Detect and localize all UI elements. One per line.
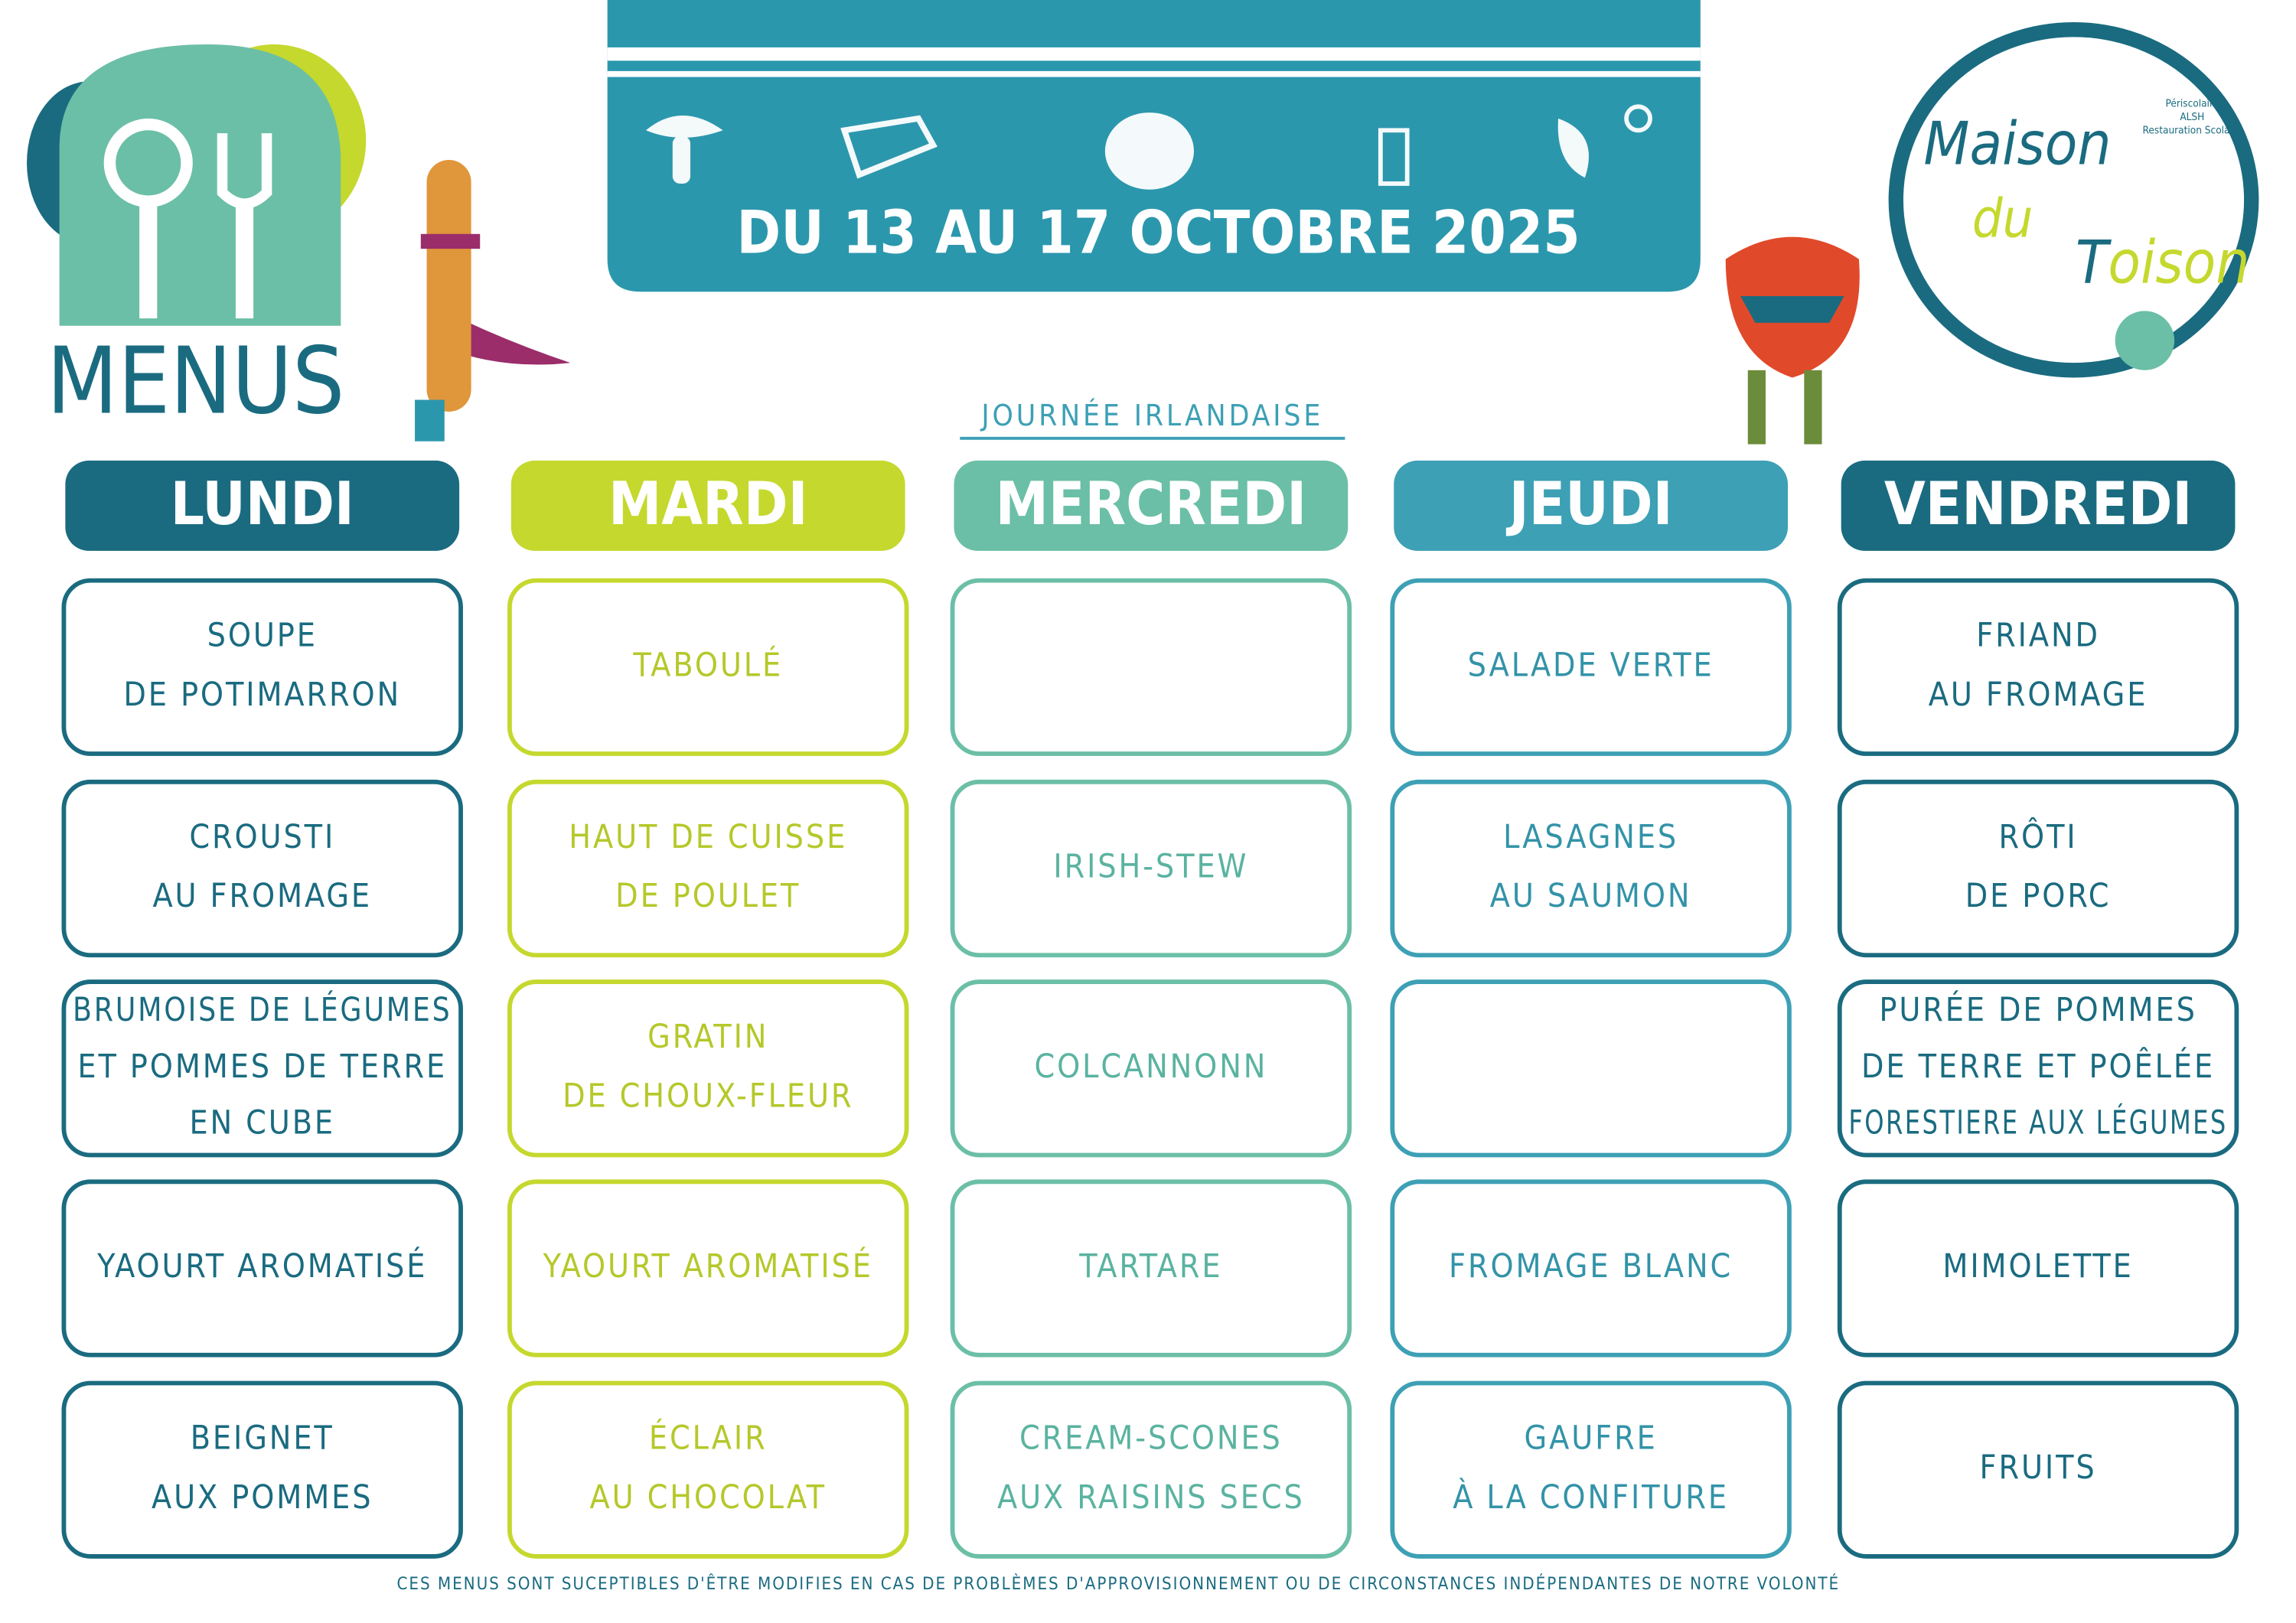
menu-cell	[1390, 779, 1792, 958]
logo-word: du	[1972, 187, 2033, 249]
menus-title: MENUS	[47, 329, 345, 435]
logo-subtitle: ALSH	[2180, 111, 2204, 123]
menu-item: DE CHOUX-FLEUR	[563, 1077, 853, 1115]
menu-cell	[950, 779, 1352, 958]
day-name: JEUDI	[1506, 470, 1673, 539]
menus-logo: MENUS	[27, 44, 367, 435]
menu-cell	[61, 1179, 463, 1357]
menu-cell	[61, 1380, 463, 1559]
menu-item: MIMOLETTE	[1942, 1247, 2133, 1286]
menu-cell	[1837, 1179, 2239, 1357]
baguette-character	[415, 160, 571, 442]
menu-item: DE POTIMARRON	[123, 676, 401, 714]
menu-cell	[507, 1380, 909, 1559]
menu-cell	[507, 1179, 909, 1357]
menu-item: FRUITS	[1980, 1449, 2097, 1487]
menu-item: IRISH-STEW	[1053, 848, 1248, 886]
menu-cell	[950, 1380, 1352, 1559]
menu-item: AU CHOCOLAT	[590, 1478, 827, 1517]
menu-cell	[1837, 979, 2239, 1158]
menu-cell	[950, 578, 1352, 756]
menu-cell	[61, 979, 463, 1158]
menu-item: SOUPE	[207, 617, 318, 655]
menu-item: PURÉE DE POMMES	[1879, 990, 2197, 1029]
logo-word: Maison	[1923, 110, 2111, 179]
menu-item: CROUSTI	[189, 818, 335, 856]
menu-item: YAOURT AROMATISÉ	[96, 1247, 427, 1286]
day-name: VENDREDI	[1884, 470, 2192, 539]
menu-cell	[1390, 578, 1792, 756]
day-header	[1841, 460, 2236, 551]
menu-item: BEIGNET	[191, 1419, 334, 1458]
day-header	[1394, 460, 1789, 551]
menu-item: ÉCLAIR	[649, 1419, 768, 1458]
menu-item: HAUT DE CUISSE	[569, 818, 847, 856]
menu-cell	[1390, 979, 1792, 1158]
day-header	[954, 460, 1349, 551]
menu-cell	[1390, 1380, 1792, 1559]
menu-cell	[507, 578, 909, 756]
menu-item: DE POULET	[615, 877, 801, 915]
menu-item: AU FROMAGE	[1929, 676, 2148, 714]
menu-cell	[61, 578, 463, 756]
menu-cell	[1837, 779, 2239, 958]
menu-item: COLCANNONN	[1034, 1048, 1267, 1086]
menu-item: AUX RAISINS SECS	[997, 1478, 1305, 1517]
menu-item: BRUMOISE DE LÉGUMES	[73, 990, 452, 1029]
menu-item: AUX POMMES	[152, 1478, 373, 1517]
org-logo: Maison du Toison Périscolaire ALSH Resta…	[1888, 22, 2259, 378]
menu-item: FROMAGE BLANC	[1449, 1247, 1733, 1286]
menu-item: À LA CONFITURE	[1453, 1478, 1729, 1517]
menu-item: DE TERRE ET POÊLÉE	[1861, 1047, 2215, 1086]
menu-item: AU FROMAGE	[152, 877, 372, 915]
day-name: MARDI	[608, 470, 808, 539]
menu-item: FRIAND	[1976, 617, 2100, 655]
banner: DU 13 AU 17 OCTOBRE 2025	[607, 0, 1701, 292]
strawberry-character	[1725, 236, 1860, 445]
menu-item: GAUFRE	[1525, 1419, 1658, 1458]
menu-item: TARTARE	[1078, 1247, 1222, 1286]
menu-item: RÔTI	[1999, 817, 2078, 856]
day-header	[510, 460, 905, 551]
menu-grid: LUNDI SOUPE DE POTIMARRON CROUSTI AU FROMAGE…	[61, 460, 2239, 1559]
menu-item: ET POMMES DE TERRE	[77, 1048, 447, 1086]
menu-cell	[950, 979, 1352, 1158]
menu-item: SALADE VERTE	[1468, 646, 1714, 684]
logo-subtitle: Périscolaire	[2166, 97, 2219, 109]
menu-cell	[507, 979, 909, 1158]
menu-item: EN CUBE	[189, 1103, 335, 1142]
menu-item: DE PORC	[1965, 877, 2112, 915]
footer-note: CES MENUS SONT SUCEPTIBLES D'ÊTRE MODIFI…	[396, 1572, 1840, 1594]
date-range: DU 13 AU 17 OCTOBRE 2025	[736, 199, 1580, 268]
day-name: LUNDI	[171, 470, 354, 539]
menu-item: CREAM-SCONES	[1019, 1419, 1283, 1458]
menu-cell	[1837, 578, 2239, 756]
menu-cell	[507, 779, 909, 958]
menu-item: FORESTIERE AUX LÉGUMES	[1848, 1103, 2227, 1142]
menu-item: TABOULÉ	[632, 645, 783, 684]
menu-item: GRATIN	[647, 1018, 768, 1056]
menu-cell	[61, 779, 463, 958]
menu-cell	[950, 1179, 1352, 1357]
logo-word: Toison	[2076, 228, 2249, 297]
menu-cell	[1837, 1380, 2239, 1559]
menu-item: LASAGNES	[1503, 818, 1678, 856]
logo-subtitle: Restauration Scolaire	[2143, 124, 2242, 136]
menu-item: YAOURT AROMATISÉ	[543, 1247, 873, 1286]
day-header	[65, 460, 460, 551]
menu-item: AU SAUMON	[1490, 877, 1692, 915]
special-day: JOURNÉE IRLANDAISE	[980, 397, 1323, 433]
day-name: MERCREDI	[996, 470, 1307, 539]
menu-cell	[1390, 1179, 1792, 1357]
